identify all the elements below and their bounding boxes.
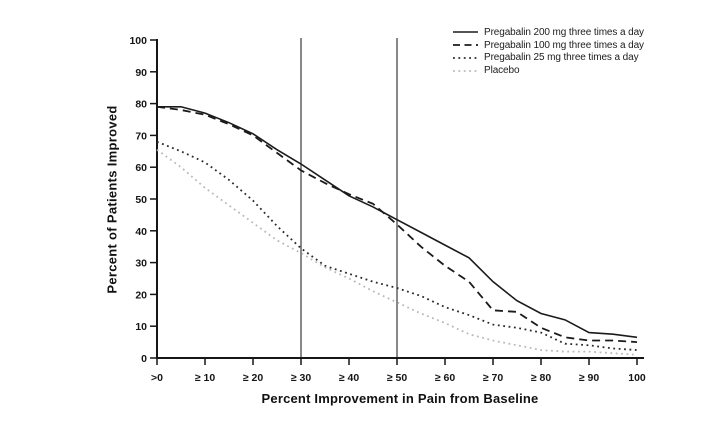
y-axis-title: Percent of Patients Improved (104, 105, 120, 294)
x-tick-label: ≥ 60 (435, 372, 456, 384)
y-tick-label: 80 (135, 99, 147, 111)
y-tick-label: 50 (135, 194, 147, 206)
legend-label: Pregabalin 200 mg three times a day (484, 26, 644, 38)
legend-label: Pregabalin 25 mg three times a day (484, 52, 639, 64)
axes (156, 39, 644, 359)
x-tick-label: ≥ 50 (387, 372, 408, 384)
dashed-line-sample-icon (453, 44, 478, 47)
dotted-line-sample-icon (453, 57, 478, 59)
series-line-2 (156, 140, 638, 351)
series-line-0 (157, 105, 638, 339)
y-tick-label: 60 (135, 162, 147, 174)
y-tick-label: 70 (135, 130, 147, 142)
x-axis-title: Percent Improvement in Pain from Baselin… (261, 391, 539, 406)
y-tick-label: 40 (135, 226, 147, 238)
series-line-1 (156, 105, 638, 343)
x-tick-label: ≥ 70 (483, 372, 504, 384)
series-line-3 (156, 148, 638, 356)
y-tick-label: 20 (135, 289, 147, 301)
chart-legend: Pregabalin 200 mg three times a day Preg… (452, 26, 644, 77)
x-tick-label: ≥ 80 (531, 372, 552, 384)
gray-dotted-line-sample-icon (453, 69, 478, 72)
legend-item-placebo: Placebo (452, 64, 644, 77)
x-tick-label: ≥ 30 (291, 372, 312, 384)
x-axis-ticks: >0 ≥ 10 ≥ 20 ≥ 30 ≥ 40 ≥ 50 ≥ 60 ≥ 70 ≥ 80 ≥ 90 10… (151, 358, 646, 384)
legend-label: Pregabalin 100 mg three times a day (484, 39, 644, 51)
y-tick-label: 100 (129, 35, 147, 47)
y-tick-label: 90 (135, 67, 147, 79)
legend-item-pregabalin-100: Pregabalin 100 mg three times a day (452, 39, 644, 52)
x-tick-label: ≥ 10 (195, 372, 216, 384)
legend-label: Placebo (484, 65, 520, 77)
y-tick-label: 0 (141, 353, 147, 365)
legend-item-pregabalin-200: Pregabalin 200 mg three times a day (452, 26, 644, 39)
y-axis-ticks: 0 10 20 30 40 50 60 70 80 90 100 (129, 35, 157, 365)
x-tick-label: 100 (628, 372, 646, 384)
x-tick-label: ≥ 20 (243, 372, 264, 384)
y-tick-label: 10 (135, 321, 147, 333)
legend-item-pregabalin-25: Pregabalin 25 mg three times a day (452, 52, 644, 65)
solid-line-sample-icon (453, 31, 478, 34)
y-tick-label: 30 (135, 258, 147, 270)
x-tick-label: ≥ 40 (339, 372, 360, 384)
x-tick-label: >0 (151, 372, 163, 384)
x-tick-label: ≥ 90 (579, 372, 600, 384)
